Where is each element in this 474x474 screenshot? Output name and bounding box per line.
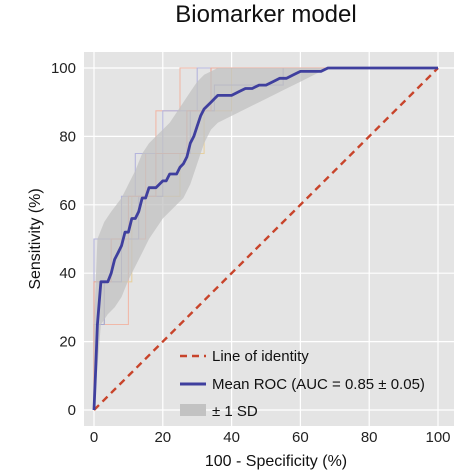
series-layer — [92, 66, 439, 411]
legend-label-sd: ± 1 SD — [212, 403, 258, 420]
sd-band-layer — [94, 68, 438, 410]
x-axis-title: 100 - Specificity (%) — [205, 453, 347, 470]
y-tick-label: 100 — [51, 60, 76, 77]
x-tick-label: 20 — [154, 429, 171, 446]
x-tick-label: 100 — [425, 429, 450, 446]
x-tick-label: 40 — [223, 429, 240, 446]
y-tick-label: 0 — [68, 402, 76, 419]
y-tick-label: 40 — [59, 265, 76, 282]
chart-title: Biomarker model — [175, 1, 356, 28]
y-tick-label: 60 — [59, 197, 76, 214]
y-axis-title: Sensitivity (%) — [27, 188, 44, 289]
legend-swatch-sd — [180, 404, 206, 416]
y-tick-label: 80 — [59, 128, 76, 145]
legend-label-mean-roc: Mean ROC (AUC = 0.85 ± 0.05) — [212, 376, 425, 393]
y-tick-label: 20 — [59, 334, 76, 351]
tick-labels: 0 20 40 60 80 100 0 20 40 60 80 100 — [51, 60, 451, 446]
legend: Line of identity Mean ROC (AUC = 0.85 ± … — [180, 348, 425, 420]
x-tick-label: 80 — [361, 429, 378, 446]
legend-label-identity: Line of identity — [212, 348, 309, 365]
identity-line — [93, 67, 439, 411]
x-tick-label: 0 — [90, 429, 98, 446]
mean-roc-line — [92, 66, 438, 411]
sd-band — [94, 68, 438, 410]
x-tick-label: 60 — [292, 429, 309, 446]
